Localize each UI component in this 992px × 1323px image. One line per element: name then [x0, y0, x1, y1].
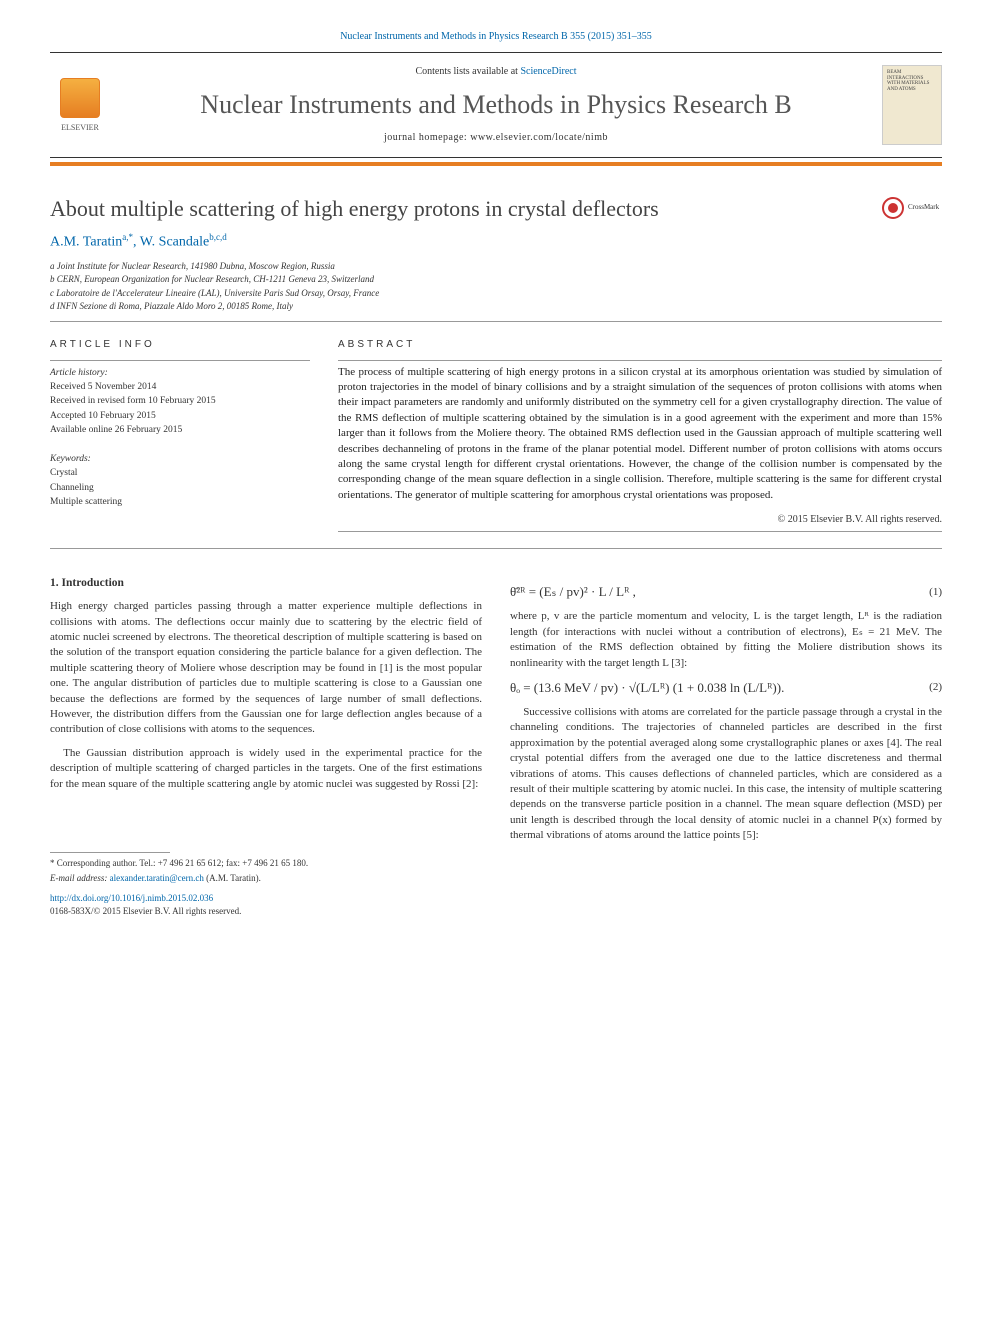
article-history-block: Article history: Received 5 November 201… — [50, 367, 310, 437]
journal-homepage-line: journal homepage: www.elsevier.com/locat… — [126, 131, 866, 145]
article-header: About multiple scattering of high energy… — [50, 194, 942, 312]
history-revised: Received in revised form 10 February 201… — [50, 395, 310, 408]
history-accepted: Accepted 10 February 2015 — [50, 410, 310, 423]
rule-above-body — [50, 548, 942, 549]
affiliation-d: d INFN Sezione di Roma, Piazzale Aldo Mo… — [50, 300, 942, 313]
corresponding-author: * Corresponding author. Tel.: +7 496 21 … — [50, 857, 482, 870]
section-1-title: 1. Introduction — [50, 575, 482, 591]
article-title: About multiple scattering of high energy… — [50, 194, 870, 225]
elsevier-label: ELSEVIER — [61, 122, 99, 133]
para-2: The Gaussian distribution approach is wi… — [50, 746, 482, 792]
rule-abstract-2 — [338, 531, 942, 532]
author-2[interactable]: W. Scandale — [140, 235, 209, 250]
body-col-right: θ̄²ᴿ = (Eₛ / pv)² · L / Lᴿ , (1) where p… — [510, 575, 942, 917]
elsevier-tree-icon — [60, 78, 100, 118]
affiliations: a Joint Institute for Nuclear Research, … — [50, 260, 942, 312]
issn-line: 0168-583X/© 2015 Elsevier B.V. All right… — [50, 905, 482, 918]
rule-abstract-1 — [338, 360, 942, 361]
journal-cover-thumb[interactable]: BEAM INTERACTIONS WITH MATERIALS AND ATO… — [882, 65, 942, 145]
masthead: ELSEVIER Contents lists available at Sci… — [50, 57, 942, 153]
header-citation: Nuclear Instruments and Methods in Physi… — [50, 30, 942, 44]
homepage-prefix: journal homepage: — [384, 132, 470, 143]
crossmark-icon — [882, 197, 904, 219]
equation-2-row: θₒ = (13.6 MeV / pv) · √(L/Lᴿ) (1 + 0.03… — [510, 679, 942, 697]
keywords-block: Keywords: Crystal Channeling Multiple sc… — [50, 453, 310, 509]
article-info-heading: ARTICLE INFO — [50, 338, 310, 352]
doi-link[interactable]: http://dx.doi.org/10.1016/j.nimb.2015.02… — [50, 892, 482, 905]
body-col-left: 1. Introduction High energy charged part… — [50, 575, 482, 917]
equation-1: θ̄²ᴿ = (Eₛ / pv)² · L / Lᴿ , — [510, 583, 929, 601]
authors-line: A.M. Taratina,*, W. Scandaleb,c,d — [50, 231, 942, 252]
para-4: Successive collisions with atoms are cor… — [510, 705, 942, 844]
rule-above-info — [50, 321, 942, 322]
abstract-copyright: © 2015 Elsevier B.V. All rights reserved… — [338, 513, 942, 527]
para-1: High energy charged particles passing th… — [50, 599, 482, 738]
abstract-col: ABSTRACT The process of multiple scatter… — [338, 338, 942, 537]
abstract-heading: ABSTRACT — [338, 338, 942, 352]
info-abstract-row: ARTICLE INFO Article history: Received 5… — [50, 338, 942, 537]
affiliation-c: c Laboratoire de l'Accelerateur Lineaire… — [50, 287, 942, 300]
email-label: E-mail address: — [50, 873, 110, 883]
journal-title: Nuclear Instruments and Methods in Physi… — [126, 87, 866, 123]
author-1[interactable]: A.M. Taratin — [50, 235, 122, 250]
homepage-url[interactable]: www.elsevier.com/locate/nimb — [470, 132, 608, 143]
body-columns: 1. Introduction High energy charged part… — [50, 575, 942, 917]
affiliation-a: a Joint Institute for Nuclear Research, … — [50, 260, 942, 273]
abstract-text: The process of multiple scattering of hi… — [338, 365, 942, 504]
corresponding-email-line: E-mail address: alexander.taratin@cern.c… — [50, 872, 482, 885]
author-1-sup: a,* — [122, 232, 133, 242]
brand-accent-bar — [50, 162, 942, 166]
crossmark-label: CrossMark — [908, 203, 939, 213]
history-label: Article history: — [50, 367, 310, 380]
footnote-rule — [50, 852, 170, 853]
rule-info-1 — [50, 360, 310, 361]
email-suffix: (A.M. Taratin). — [206, 873, 261, 883]
rule-top — [50, 52, 942, 53]
keyword-1: Crystal — [50, 467, 310, 480]
history-online: Available online 26 February 2015 — [50, 424, 310, 437]
elsevier-logo[interactable]: ELSEVIER — [50, 70, 110, 140]
keyword-2: Channeling — [50, 482, 310, 495]
keyword-3: Multiple scattering — [50, 496, 310, 509]
equation-2-num: (2) — [929, 680, 942, 695]
history-received: Received 5 November 2014 — [50, 381, 310, 394]
equation-1-num: (1) — [929, 585, 942, 600]
para-3: where p, v are the particle momentum and… — [510, 609, 942, 671]
footer-block: * Corresponding author. Tel.: +7 496 21 … — [50, 852, 482, 917]
contents-prefix: Contents lists available at — [415, 66, 520, 77]
rule-under-masthead — [50, 157, 942, 158]
crossmark-badge[interactable]: CrossMark — [882, 194, 942, 222]
author-2-sup: b,c,d — [209, 232, 227, 242]
keywords-label: Keywords: — [50, 453, 310, 466]
masthead-center: Contents lists available at ScienceDirec… — [126, 65, 866, 145]
email-link[interactable]: alexander.taratin@cern.ch — [110, 873, 204, 883]
affiliation-b: b CERN, European Organization for Nuclea… — [50, 273, 942, 286]
contents-lists-line: Contents lists available at ScienceDirec… — [126, 65, 866, 79]
sciencedirect-link[interactable]: ScienceDirect — [520, 66, 576, 77]
equation-2: θₒ = (13.6 MeV / pv) · √(L/Lᴿ) (1 + 0.03… — [510, 679, 929, 697]
equation-1-row: θ̄²ᴿ = (Eₛ / pv)² · L / Lᴿ , (1) — [510, 583, 942, 601]
article-info-col: ARTICLE INFO Article history: Received 5… — [50, 338, 310, 537]
